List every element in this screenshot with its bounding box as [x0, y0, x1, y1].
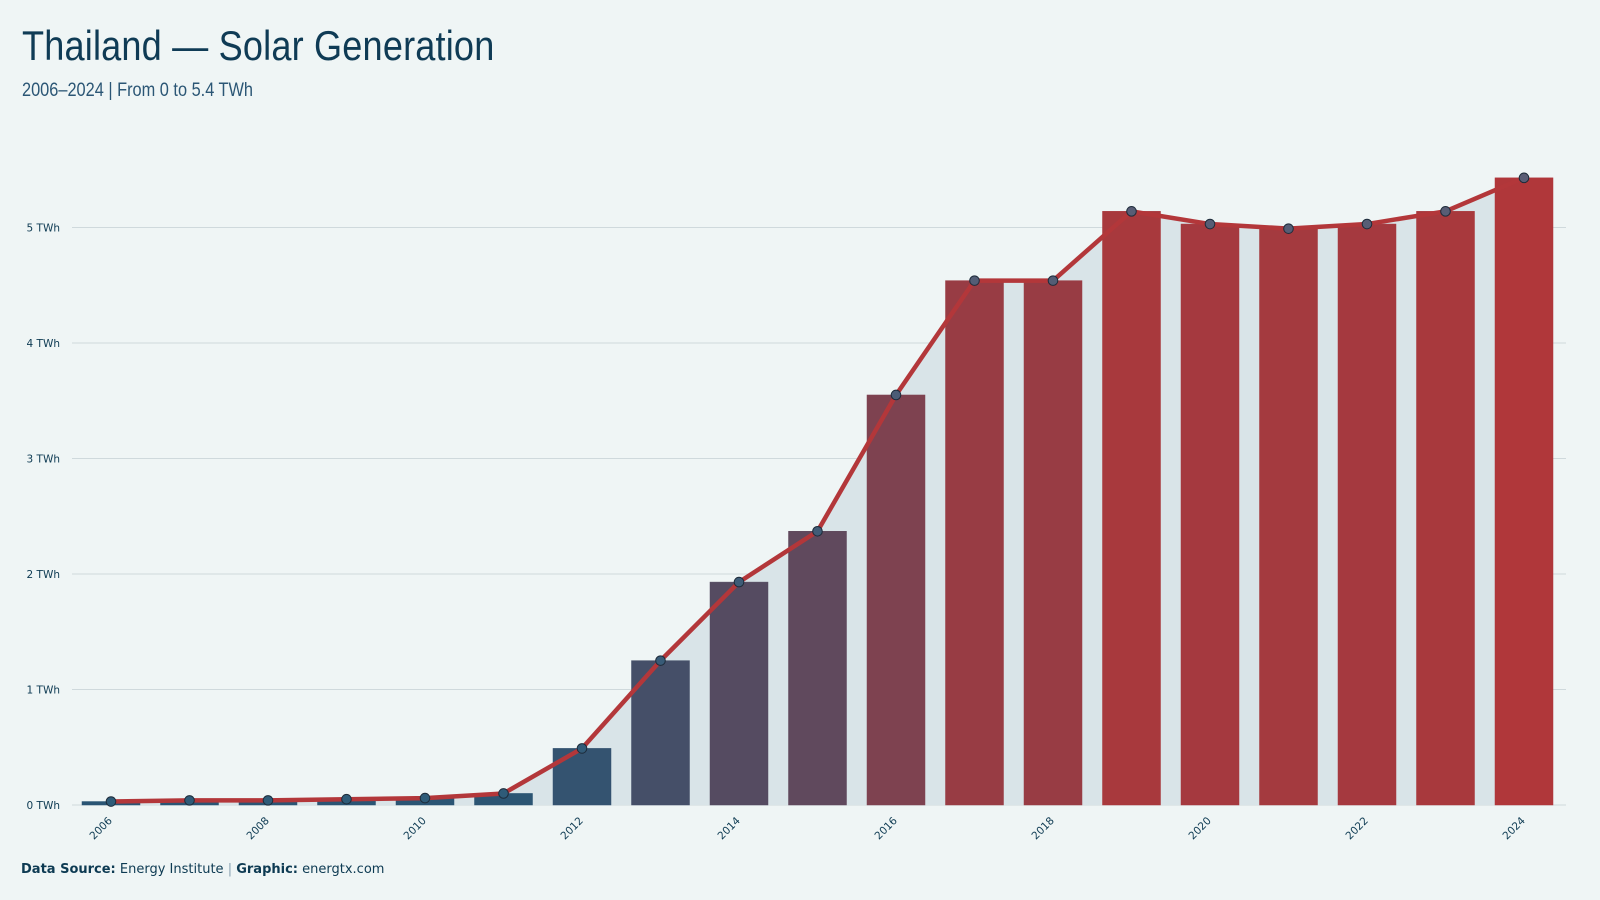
- point-2010: [419, 792, 431, 804]
- point-2011: [498, 788, 509, 799]
- source-value: Energy Institute: [119, 862, 224, 877]
- x-tick-label: 2018: [1029, 815, 1056, 842]
- point-2016: [890, 389, 902, 401]
- y-tick-label: 2 TWh: [27, 569, 60, 581]
- x-tick-label: 2008: [244, 815, 271, 842]
- x-tick-label: 2010: [401, 815, 428, 842]
- point-2022: [1361, 218, 1373, 230]
- point-2007: [184, 795, 195, 806]
- area-layer: [111, 177, 1524, 805]
- x-tick-label: 2020: [1186, 815, 1213, 842]
- x-axis-ticks: 2006 2008 2010 2012 2014 2016 2018 2020 2022 2024: [87, 815, 1528, 843]
- bar-2015: [788, 531, 847, 806]
- y-axis-ticks: 0 TWh 1 TWh 2 TWh 3 TWh 4 TWh 5 TWh: [27, 223, 60, 813]
- graphic-value: energtx.com: [302, 862, 385, 877]
- point-2013: [655, 655, 666, 666]
- bar-2019: [1102, 211, 1161, 806]
- point-2017: [969, 275, 980, 286]
- x-tick-label: 2016: [872, 815, 900, 843]
- point-2023: [1440, 206, 1451, 217]
- bar-2016: [866, 394, 926, 806]
- point-2019: [1126, 206, 1137, 217]
- y-tick-label: 4 TWh: [27, 338, 60, 350]
- bar-2024: [1494, 177, 1554, 806]
- point-2020: [1204, 218, 1216, 230]
- bar-2014: [709, 581, 769, 806]
- point-2009: [341, 793, 352, 805]
- x-tick-label: 2022: [1343, 815, 1370, 842]
- bar-2021: [1259, 228, 1318, 806]
- x-tick-label: 2012: [558, 815, 585, 842]
- chart-title: Thailand — Solar Generation: [22, 22, 495, 69]
- bar-2018: [1023, 280, 1083, 806]
- chart-subtitle: 2006–2024 | From 0 to 5.4 TWh: [22, 80, 254, 101]
- point-2006: [105, 796, 117, 807]
- bar-2017: [945, 280, 1004, 806]
- point-2008: [262, 795, 274, 806]
- point-2015: [812, 525, 823, 537]
- area-fill: [111, 177, 1524, 805]
- marker-layer: [105, 172, 1530, 807]
- graphic-label: Graphic:: [236, 862, 298, 877]
- bar-2022: [1337, 223, 1397, 806]
- footer: Data Source: Energy Institute | Graphic:…: [21, 862, 384, 877]
- y-tick-label: 3 TWh: [27, 454, 60, 466]
- point-2012: [576, 743, 588, 754]
- bar-2020: [1180, 223, 1240, 806]
- y-tick-label: 5 TWh: [27, 223, 60, 235]
- x-tick-label: 2014: [715, 815, 743, 843]
- y-tick-label: 1 TWh: [27, 685, 60, 697]
- point-2024: [1518, 172, 1530, 184]
- bar-layer: [81, 177, 1554, 806]
- x-tick-label: 2024: [1500, 815, 1528, 843]
- bar-2012: [552, 748, 612, 806]
- point-2014: [733, 576, 745, 588]
- bar-2023: [1416, 211, 1475, 806]
- point-2021: [1283, 223, 1294, 234]
- footer-separator: |: [227, 862, 233, 877]
- y-tick-label: 0 TWh: [27, 800, 60, 812]
- source-label: Data Source:: [21, 862, 116, 877]
- x-tick-label: 2006: [87, 815, 115, 843]
- point-2018: [1047, 275, 1059, 286]
